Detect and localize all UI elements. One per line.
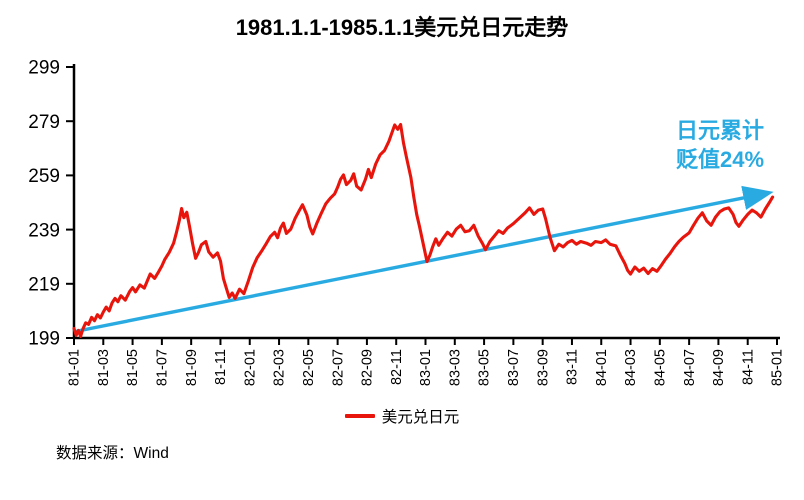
annotation-line2: 贬值24% [675, 147, 765, 172]
x-tick-label: 81-11 [213, 349, 229, 385]
x-tick-label: 84-11 [740, 349, 756, 385]
y-tick-label: 219 [28, 274, 60, 295]
x-tick-label: 83-09 [535, 349, 551, 386]
x-tick-label: 82-11 [389, 349, 405, 385]
x-tick-label: 84-03 [623, 349, 639, 386]
x-tick-label: 81-03 [96, 349, 112, 386]
x-tick-label: 81-01 [67, 349, 83, 386]
x-tick-label: 84-09 [711, 349, 727, 386]
x-tick-label: 81-05 [125, 349, 141, 386]
x-tick-label: 84-07 [682, 349, 698, 386]
x-tick-label: 83-05 [477, 349, 493, 386]
annotation-line1: 日元累计 [675, 118, 764, 143]
x-tick-label: 83-03 [447, 349, 463, 386]
y-tick-label: 259 [28, 166, 60, 187]
x-tick-label: 83-01 [418, 349, 434, 386]
y-tick-label: 199 [28, 329, 60, 350]
legend-series-label: 美元兑日元 [381, 409, 460, 426]
x-tick-label: 83-11 [565, 349, 581, 385]
x-tick-label: 85-01 [770, 349, 786, 386]
x-tick-label: 82-09 [360, 349, 376, 386]
x-tick-label: 82-05 [301, 349, 317, 386]
trend-arrow [73, 185, 774, 334]
y-tick-label: 279 [28, 112, 60, 133]
y-tick-label: 299 [28, 58, 60, 79]
x-tick-label: 82-01 [242, 349, 258, 386]
x-tick-label: 84-05 [652, 349, 668, 386]
chart-title: 1981.1.1-1985.1.1美元兑日元走势 [235, 15, 569, 40]
x-tick-label: 81-07 [155, 349, 171, 386]
y-tick-label: 239 [28, 220, 60, 241]
legend-line-swatch [344, 414, 375, 418]
chart-legend: 美元兑日元 [0, 405, 804, 427]
x-tick-label: 82-07 [330, 349, 346, 386]
usdjpy-line [72, 122, 775, 338]
x-tick-label: 82-03 [272, 349, 288, 386]
depreciation-annotation: 日元累计 贬值24% [636, 116, 804, 174]
x-tick-label: 84-01 [594, 349, 610, 386]
data-source-note: 数据来源：Wind [56, 445, 169, 462]
x-tick-label: 81-09 [184, 349, 200, 386]
x-tick-label: 83-07 [506, 349, 522, 386]
